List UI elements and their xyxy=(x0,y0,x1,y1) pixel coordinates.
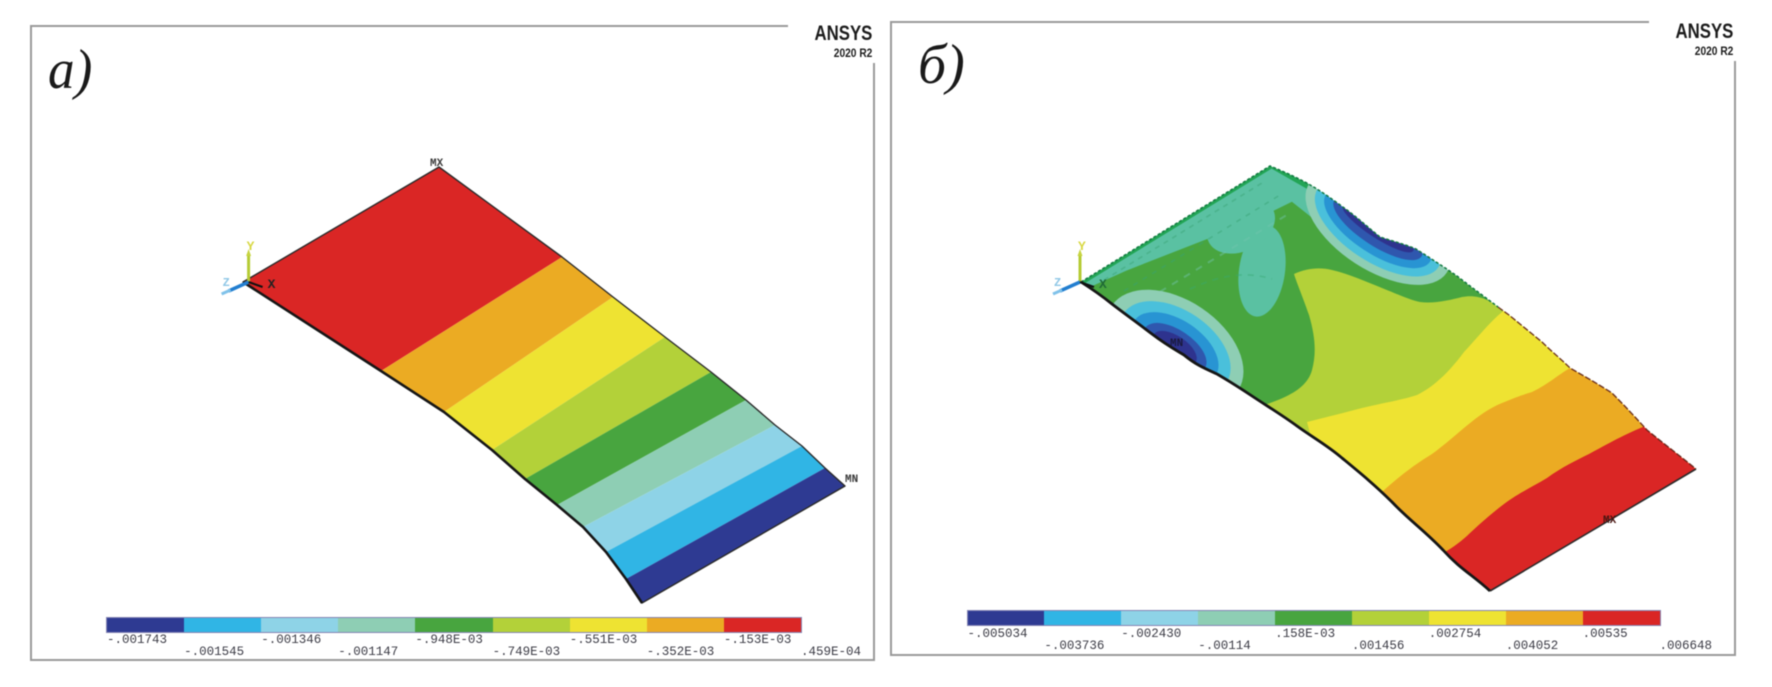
svg-text:Z: Z xyxy=(223,276,230,290)
svg-text:MN: MN xyxy=(1170,338,1183,350)
svg-text:Z: Z xyxy=(1054,276,1061,290)
svg-text:MX: MX xyxy=(1603,515,1617,527)
svg-text:Y: Y xyxy=(247,239,255,254)
svg-text:MX: MX xyxy=(430,158,444,170)
svg-text:Y: Y xyxy=(1078,239,1086,254)
svg-text:X: X xyxy=(1099,277,1107,292)
svg-text:X: X xyxy=(268,277,276,292)
svg-text:MN: MN xyxy=(845,474,858,486)
